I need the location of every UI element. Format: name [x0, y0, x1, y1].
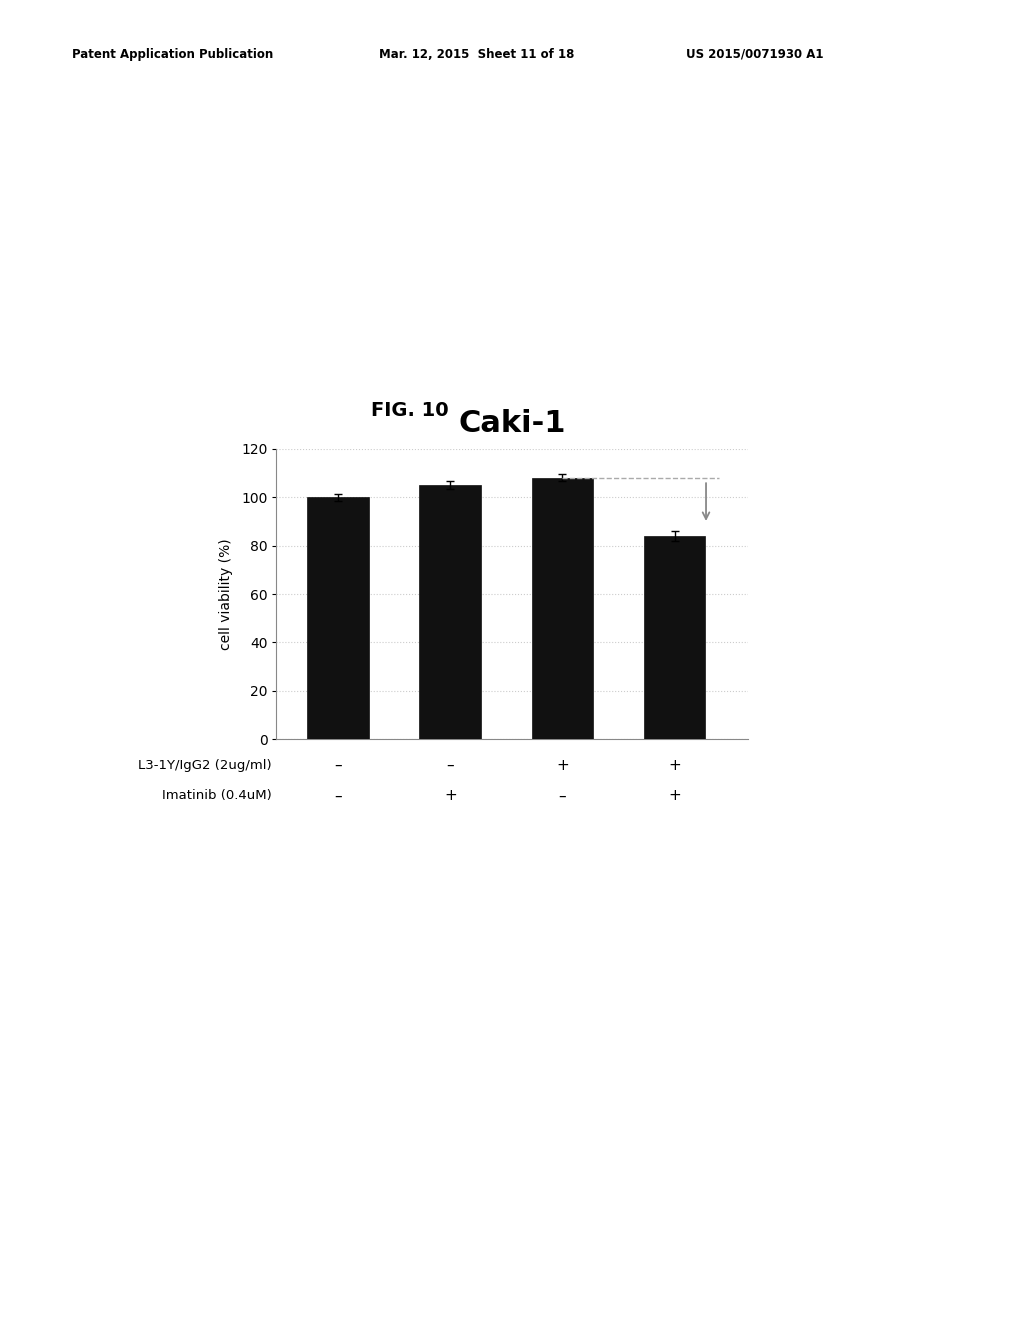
Text: +: +: [669, 758, 681, 774]
Bar: [420, 484, 481, 739]
Text: Mar. 12, 2015  Sheet 11 of 18: Mar. 12, 2015 Sheet 11 of 18: [379, 48, 574, 61]
Text: –: –: [335, 758, 342, 774]
Bar: [307, 498, 369, 739]
Text: +: +: [669, 788, 681, 804]
Bar: [531, 478, 593, 739]
Y-axis label: cell viability (%): cell viability (%): [219, 539, 232, 649]
Text: –: –: [446, 758, 454, 774]
Text: –: –: [559, 788, 566, 804]
Text: US 2015/0071930 A1: US 2015/0071930 A1: [686, 48, 823, 61]
Text: Patent Application Publication: Patent Application Publication: [72, 48, 273, 61]
Text: L3-1Y/IgG2 (2ug/ml): L3-1Y/IgG2 (2ug/ml): [138, 759, 271, 772]
Bar: [644, 536, 706, 739]
Title: Caki-1: Caki-1: [459, 409, 565, 438]
Text: Imatinib (0.4uM): Imatinib (0.4uM): [162, 789, 271, 803]
Text: FIG. 10: FIG. 10: [371, 401, 449, 420]
Text: +: +: [556, 758, 569, 774]
Text: –: –: [335, 788, 342, 804]
Text: +: +: [444, 788, 457, 804]
